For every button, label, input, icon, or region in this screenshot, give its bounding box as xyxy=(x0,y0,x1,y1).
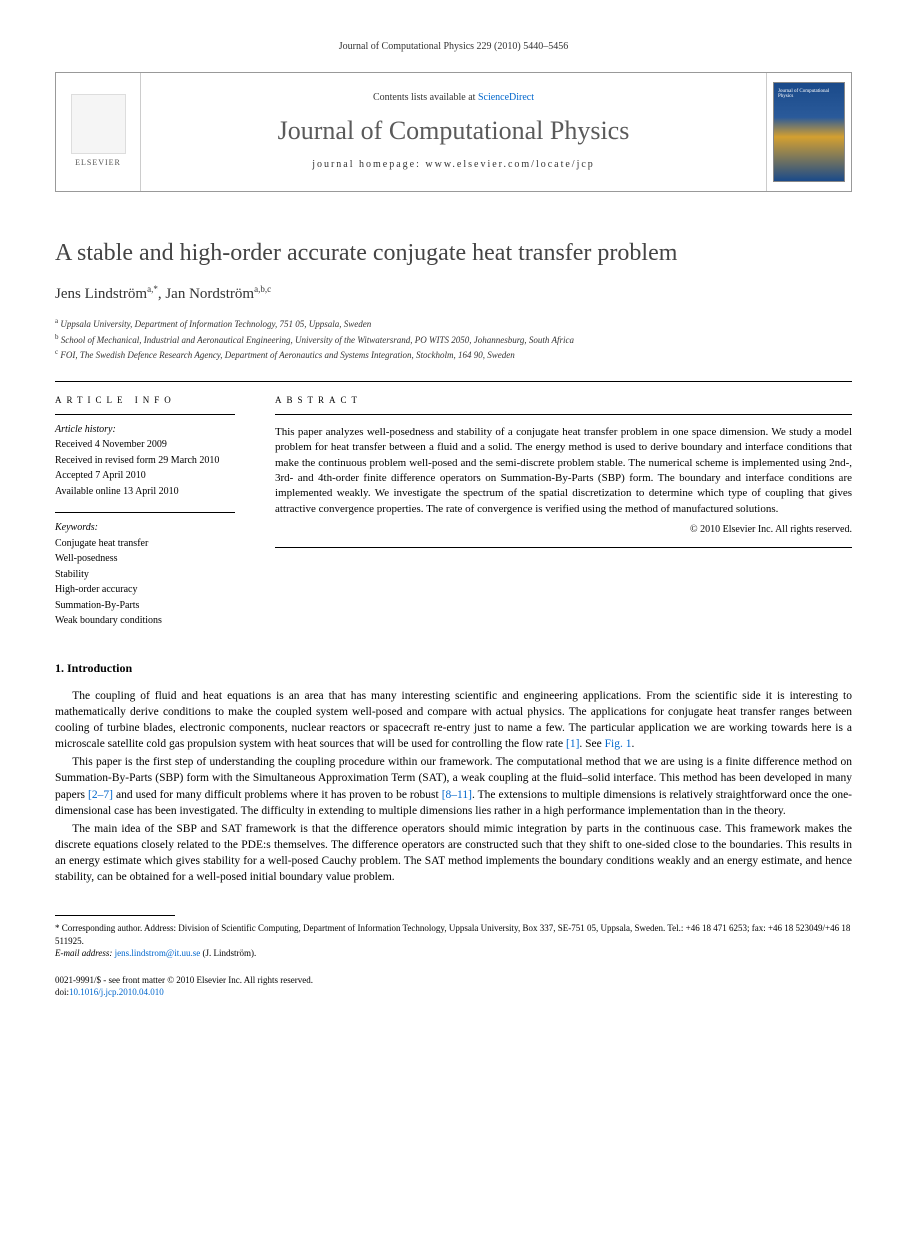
bottom-block: 0021-9991/$ - see front matter © 2010 El… xyxy=(55,974,852,999)
affiliation-b: b School of Mechanical, Industrial and A… xyxy=(55,332,852,348)
doi-value[interactable]: 10.1016/j.jcp.2010.04.010 xyxy=(69,987,164,997)
banner-center: Contents lists available at ScienceDirec… xyxy=(141,73,766,191)
elsevier-logo: ELSEVIER xyxy=(56,73,141,191)
sciencedirect-link[interactable]: ScienceDirect xyxy=(478,92,534,103)
corr-text: Address: Division of Scientific Computin… xyxy=(55,923,850,946)
author-2-aff: a,b,c xyxy=(254,284,271,294)
journal-homepage: journal homepage: www.elsevier.com/locat… xyxy=(312,158,595,172)
abstract-top-rule xyxy=(275,414,852,415)
contents-available-line: Contents lists available at ScienceDirec… xyxy=(373,91,534,105)
abstract-bottom-rule xyxy=(275,547,852,548)
journal-cover-thumbnail: Journal of Computational Physics xyxy=(766,73,851,191)
authors-line: Jens Lindströma,*, Jan Nordströma,b,c xyxy=(55,283,852,304)
info-abstract-row: ARTICLE INFO Article history: Received 4… xyxy=(55,381,852,630)
history-revised: Received in revised form 29 March 2010 xyxy=(55,454,235,468)
keyword: Weak boundary conditions xyxy=(55,614,235,628)
keyword: Well-posedness xyxy=(55,552,235,566)
email-footnote: E-mail address: jens.lindstrom@it.uu.se … xyxy=(55,947,852,960)
affiliation-c: c FOI, The Swedish Defence Research Agen… xyxy=(55,347,852,363)
history-received: Received 4 November 2009 xyxy=(55,438,235,452)
corresponding-author-footnote: * Corresponding author. Address: Divisio… xyxy=(55,922,852,947)
corr-label: * Corresponding author. xyxy=(55,923,142,933)
email-suffix: (J. Lindström). xyxy=(200,948,256,958)
keyword: Summation-By-Parts xyxy=(55,599,235,613)
abstract-copyright: © 2010 Elsevier Inc. All rights reserved… xyxy=(275,523,852,537)
affiliations: a Uppsala University, Department of Info… xyxy=(55,316,852,363)
issn-line: 0021-9991/$ - see front matter © 2010 El… xyxy=(55,974,852,987)
author-1: Jens Lindström xyxy=(55,286,147,302)
keyword: Stability xyxy=(55,568,235,582)
keyword: Conjugate heat transfer xyxy=(55,537,235,551)
abstract-heading: ABSTRACT xyxy=(275,394,852,406)
abstract-column: ABSTRACT This paper analyzes well-posedn… xyxy=(255,382,852,630)
keywords-block: Keywords: Conjugate heat transfer Well-p… xyxy=(55,512,235,628)
running-head: Journal of Computational Physics 229 (20… xyxy=(55,40,852,54)
author-2: Jan Nordström xyxy=(165,286,254,302)
intro-para-1: The coupling of fluid and heat equations… xyxy=(55,688,852,752)
intro-para-3: The main idea of the SBP and SAT framewo… xyxy=(55,821,852,885)
info-rule xyxy=(55,414,235,415)
email-link[interactable]: jens.lindstrom@it.uu.se xyxy=(115,948,201,958)
doi-label: doi: xyxy=(55,987,69,997)
keyword: High-order accuracy xyxy=(55,583,235,597)
section-1-heading: 1. Introduction xyxy=(55,660,852,676)
article-title: A stable and high-order accurate conjuga… xyxy=(55,237,852,269)
abstract-text: This paper analyzes well-posedness and s… xyxy=(275,425,852,517)
keywords-label: Keywords: xyxy=(55,521,235,535)
journal-name: Journal of Computational Physics xyxy=(278,113,630,148)
journal-banner: ELSEVIER Contents lists available at Sci… xyxy=(55,72,852,192)
contents-prefix: Contents lists available at xyxy=(373,92,478,103)
article-info-heading: ARTICLE INFO xyxy=(55,394,235,406)
article-history-label: Article history: xyxy=(55,423,235,437)
cover-image-text: Journal of Computational Physics xyxy=(778,89,844,100)
doi-line: doi:10.1016/j.jcp.2010.04.010 xyxy=(55,986,852,999)
cover-image: Journal of Computational Physics xyxy=(773,82,845,182)
footnote-rule xyxy=(55,915,175,916)
affiliation-a: a Uppsala University, Department of Info… xyxy=(55,316,852,332)
author-1-aff: a,* xyxy=(147,284,158,294)
history-online: Available online 13 April 2010 xyxy=(55,485,235,499)
history-accepted: Accepted 7 April 2010 xyxy=(55,469,235,483)
article-info-column: ARTICLE INFO Article history: Received 4… xyxy=(55,382,255,630)
elsevier-tree-icon xyxy=(71,94,126,154)
intro-para-2: This paper is the first step of understa… xyxy=(55,754,852,818)
keywords-rule xyxy=(55,512,235,513)
elsevier-label: ELSEVIER xyxy=(75,158,121,169)
email-label: E-mail address: xyxy=(55,948,115,958)
